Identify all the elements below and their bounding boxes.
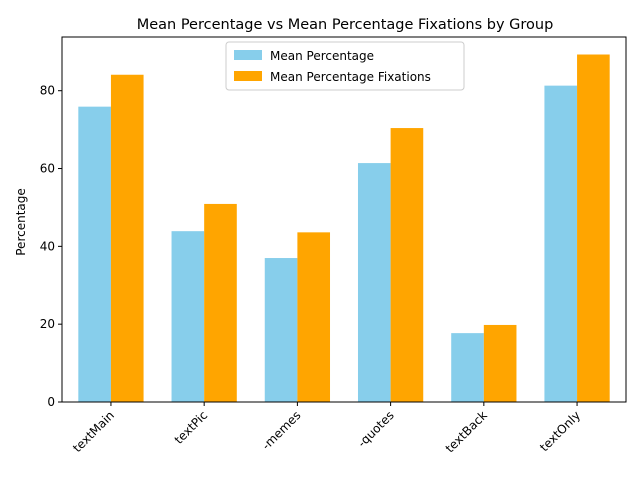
- bar-mean-percentage-fixations-textonly: [577, 54, 610, 403]
- bar-mean-percentage-textonly: [544, 85, 578, 403]
- legend-label: Mean Percentage Fixations: [270, 70, 431, 84]
- bar-mean-percentage-textback: [451, 333, 484, 402]
- bar-mean-percentage-fixations-quotes: [390, 128, 424, 403]
- bar-mean-percentage-fixations-memes: [297, 232, 331, 402]
- legend-swatch: [234, 50, 262, 60]
- bar-mean-percentage-fixations-textmain: [110, 74, 144, 402]
- x-tick-label: textPic: [172, 408, 211, 447]
- x-tick-label: textBack: [443, 408, 490, 455]
- x-tick-label: -quotes: [355, 408, 397, 450]
- x-tick-label: textOnly: [537, 408, 583, 454]
- y-tick-label: 40: [40, 239, 55, 253]
- y-tick-label: 60: [40, 162, 55, 176]
- bar-mean-percentage-quotes: [357, 163, 391, 402]
- plot-area: 0 20 40 60 80 textMain textPic -memes -quotes tex…: [40, 54, 610, 455]
- x-tick-label: -memes: [259, 408, 303, 452]
- plot-frame: [61, 36, 627, 403]
- y-tick-label: 80: [40, 84, 55, 98]
- legend-box: [225, 41, 465, 91]
- bar-mean-percentage-fixations-textback: [483, 324, 517, 402]
- y-tick-label: 0: [47, 395, 55, 409]
- y-axis-label: Percentage: [14, 188, 28, 256]
- y-tick-label: 20: [40, 317, 55, 331]
- legend: Mean Percentage Mean Percentage Fixations: [225, 41, 465, 91]
- x-tick-label: textMain: [70, 408, 117, 455]
- legend-label: Mean Percentage: [270, 49, 374, 63]
- bar-mean-percentage-textpic: [171, 231, 205, 402]
- bar-mean-percentage-memes: [264, 258, 298, 402]
- bar-mean-percentage-fixations-textpic: [204, 203, 237, 402]
- chart-title: Mean Percentage vs Mean Percentage Fixat…: [137, 17, 554, 33]
- bar-mean-percentage-textmain: [78, 106, 111, 403]
- legend-swatch: [234, 71, 262, 81]
